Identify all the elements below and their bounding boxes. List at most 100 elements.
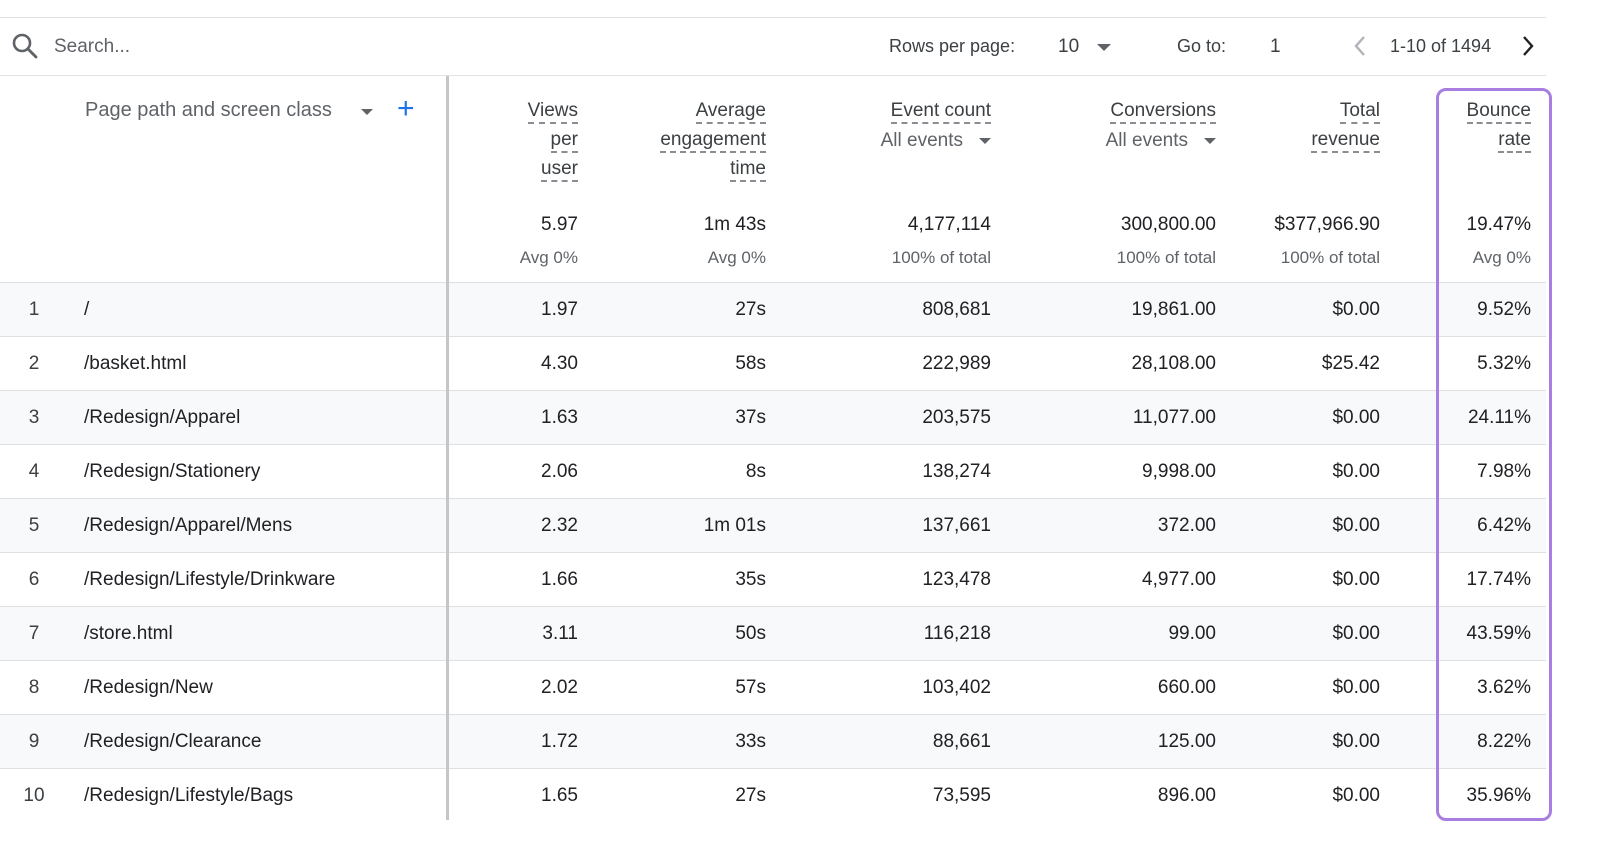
table-row[interactable]: 1 / 1.97 27s 808,681 19,861.00 $0.00 9.5… — [0, 282, 1546, 336]
table-row[interactable]: 7 /store.html 3.11 50s 116,218 99.00 $0.… — [0, 606, 1546, 660]
row-page-path[interactable]: /Redesign/Lifestyle/Drinkware — [84, 569, 336, 590]
column-header-conversions[interactable]: Conversions All events — [1040, 96, 1216, 155]
chevron-down-icon[interactable] — [979, 137, 991, 144]
search-input[interactable] — [54, 32, 354, 62]
row-event-count: 88,661 — [932, 731, 991, 752]
row-page-path[interactable]: /Redesign/Apparel/Mens — [84, 515, 293, 536]
row-page-path[interactable]: / — [84, 299, 90, 320]
chevron-down-icon[interactable] — [1204, 137, 1216, 144]
rows-per-page-label: Rows per page: — [889, 36, 1016, 56]
row-page-path[interactable]: /Redesign/Clearance — [84, 731, 262, 752]
chevron-down-icon[interactable] — [361, 109, 373, 115]
row-conversions: 4,977.00 — [1142, 569, 1216, 590]
pagination-range: 1-10 of 1494 — [1390, 36, 1492, 56]
row-total-revenue: $0.00 — [1332, 407, 1380, 428]
row-conversions: 9,998.00 — [1142, 461, 1216, 482]
row-event-count: 808,681 — [922, 299, 991, 320]
table-row[interactable]: 3 /Redesign/Apparel 1.63 37s 203,575 11,… — [0, 390, 1546, 444]
row-engagement-time: 37s — [735, 407, 766, 428]
row-event-count: 103,402 — [922, 677, 991, 698]
column-header-avg-engagement-time[interactable]: Average engagement time — [620, 96, 766, 183]
row-page-path[interactable]: /store.html — [84, 623, 173, 644]
total-event-count-sub: 100% of total — [891, 248, 991, 267]
table-row[interactable]: 5 /Redesign/Apparel/Mens 2.32 1m 01s 137… — [0, 498, 1546, 552]
row-index: 5 — [28, 515, 40, 536]
chevron-down-icon[interactable] — [1097, 44, 1111, 51]
event-filter-dropdown[interactable]: All events — [820, 126, 991, 155]
row-total-revenue: $0.00 — [1332, 785, 1380, 806]
row-bounce-rate: 24.11% — [1467, 407, 1531, 428]
total-conversions-sub: 100% of total — [1116, 248, 1216, 267]
row-event-count: 137,661 — [922, 515, 991, 536]
row-views-per-user: 1.63 — [541, 407, 578, 428]
table-row[interactable]: 2 /basket.html 4.30 58s 222,989 28,108.0… — [0, 336, 1546, 390]
row-views-per-user: 3.11 — [542, 623, 578, 644]
row-conversions: 11,077.00 — [1132, 407, 1216, 428]
column-header-event-count[interactable]: Event count All events — [820, 96, 991, 155]
row-engagement-time: 33s — [735, 731, 766, 752]
chevron-left-icon[interactable] — [1350, 32, 1370, 60]
row-page-path[interactable]: /Redesign/Apparel — [84, 407, 241, 428]
row-event-count: 138,274 — [922, 461, 991, 482]
dimension-column-divider[interactable] — [446, 76, 449, 820]
row-page-path[interactable]: /Redesign/Stationery — [84, 461, 261, 482]
row-engagement-time: 57s — [735, 677, 766, 698]
row-page-path[interactable]: /basket.html — [84, 353, 187, 374]
row-views-per-user: 1.66 — [541, 569, 578, 590]
row-total-revenue: $25.42 — [1321, 353, 1380, 374]
table-toolbar: Rows per page: 10 Go to: 1 1-10 of 1494 — [0, 18, 1546, 76]
row-engagement-time: 1m 01s — [703, 515, 766, 536]
add-dimension-button[interactable]: + — [397, 92, 415, 125]
total-event-count: 4,177,114 — [907, 214, 991, 235]
search-icon[interactable] — [11, 32, 39, 60]
column-header-views-per-user[interactable]: Views per user — [470, 96, 578, 183]
row-conversions: 28,108.00 — [1131, 353, 1216, 374]
goto-page-input[interactable]: 1 — [1270, 36, 1281, 57]
total-views-per-user: 5.97 — [541, 214, 578, 235]
row-index: 7 — [28, 623, 40, 644]
table-row[interactable]: 6 /Redesign/Lifestyle/Drinkware 1.66 35s… — [0, 552, 1546, 606]
row-conversions: 125.00 — [1157, 731, 1216, 752]
row-total-revenue: $0.00 — [1332, 569, 1380, 590]
table-row[interactable]: 8 /Redesign/New 2.02 57s 103,402 660.00 … — [0, 660, 1546, 714]
row-engagement-time: 8s — [745, 461, 766, 482]
row-index: 10 — [23, 785, 45, 806]
row-total-revenue: $0.00 — [1332, 515, 1380, 536]
total-bounce-rate: 19.47% — [1466, 214, 1531, 235]
row-conversions: 19,861.00 — [1131, 299, 1216, 320]
row-event-count: 116,218 — [923, 623, 991, 644]
table-row[interactable]: 4 /Redesign/Stationery 2.06 8s 138,274 9… — [0, 444, 1546, 498]
row-total-revenue: $0.00 — [1332, 299, 1380, 320]
row-page-path[interactable]: /Redesign/Lifestyle/Bags — [84, 785, 294, 806]
row-engagement-time: 35s — [735, 569, 766, 590]
row-index: 9 — [28, 731, 40, 752]
total-conversions: 300,800.00 — [1120, 214, 1216, 235]
goto-label: Go to: — [1177, 36, 1227, 56]
row-total-revenue: $0.00 — [1332, 623, 1380, 644]
total-revenue: $377,966.90 — [1274, 214, 1380, 235]
row-views-per-user: 1.97 — [541, 299, 578, 320]
row-total-revenue: $0.00 — [1332, 461, 1380, 482]
table-row[interactable]: 9 /Redesign/Clearance 1.72 33s 88,661 12… — [0, 714, 1546, 768]
row-engagement-time: 58s — [735, 353, 766, 374]
chevron-right-icon[interactable] — [1518, 32, 1538, 60]
row-index: 6 — [28, 569, 40, 590]
total-engagement-time-sub: Avg 0% — [707, 248, 766, 267]
table-row[interactable]: 10 /Redesign/Lifestyle/Bags 1.65 27s 73,… — [0, 768, 1546, 822]
column-header-total-revenue[interactable]: Total revenue — [1230, 96, 1380, 154]
rows-per-page-select[interactable]: 10 — [1058, 36, 1080, 57]
row-views-per-user: 2.32 — [541, 515, 578, 536]
row-views-per-user: 4.30 — [541, 353, 578, 374]
row-conversions: 372.00 — [1157, 515, 1216, 536]
column-header-bounce-rate[interactable]: Bounce rate — [1440, 96, 1531, 154]
row-index: 1 — [28, 299, 40, 320]
dimension-header[interactable]: Page path and screen class — [85, 99, 332, 121]
row-views-per-user: 1.72 — [541, 731, 578, 752]
row-event-count: 73,595 — [932, 785, 991, 806]
row-total-revenue: $0.00 — [1332, 731, 1380, 752]
row-bounce-rate: 43.59% — [1466, 623, 1531, 644]
conversion-filter-dropdown[interactable]: All events — [1040, 126, 1216, 155]
row-event-count: 222,989 — [922, 353, 991, 374]
row-index: 4 — [28, 461, 40, 482]
row-page-path[interactable]: /Redesign/New — [84, 677, 213, 698]
